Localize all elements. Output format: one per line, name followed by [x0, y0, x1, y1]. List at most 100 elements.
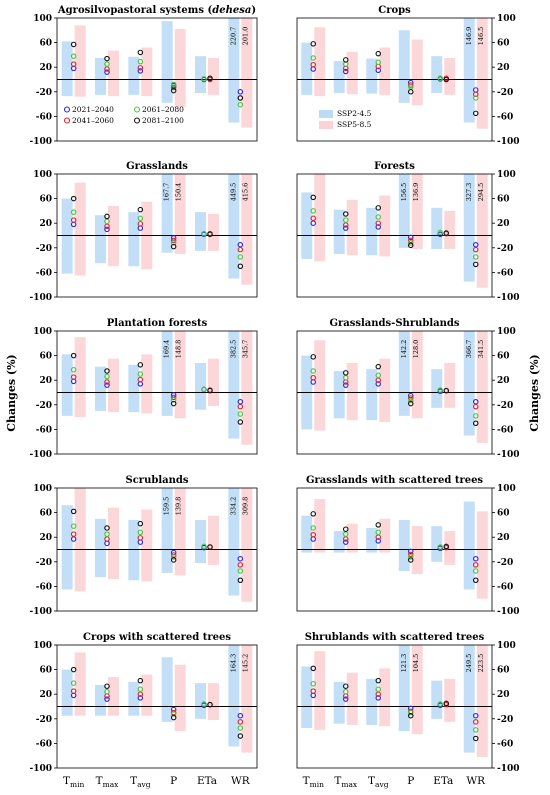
- panel-2-ytick-label: 60: [497, 39, 510, 49]
- panel-9-ytick-label: -60: [36, 739, 52, 749]
- panel-3-point-tmax-2081-2100: [104, 213, 110, 220]
- panel-9-ytick-label: 20: [39, 690, 52, 700]
- panel-10-xlabel-sub: min: [310, 780, 325, 789]
- panel-3-point-eta-2081-2100: [207, 231, 213, 238]
- panel-10-bar-tmin-ssp585: [314, 651, 326, 730]
- panel-1-bar-tmin-ssp585: [74, 25, 86, 97]
- panel-7-ytick-label: -100: [29, 607, 52, 617]
- panel-9-ytick-label: 60: [39, 666, 52, 676]
- panel-5-overflow-label-p-1: 169.4: [163, 340, 171, 359]
- panel-2-ytick-label: 20: [497, 63, 510, 73]
- panel-6-overflow-label-p-2: 128.0: [412, 340, 420, 359]
- panel-4-bar-p-ssp585: [411, 174, 423, 250]
- panel-4-point-eta-2061-2080: [437, 229, 443, 236]
- panel-10-point-tmin-2061-2080: [310, 680, 316, 687]
- panel-3-bar-tmax-ssp585: [108, 205, 119, 267]
- panel-5-ytick-label: -100: [29, 450, 52, 460]
- panel-1-bar-tavg-ssp585: [141, 47, 153, 97]
- panel-5-ytick-label: -60: [36, 425, 52, 435]
- panel-3-ytick-label: -100: [29, 293, 52, 303]
- panel-7-bar-tmin-ssp245: [61, 505, 73, 590]
- panel-3-ytick-label: 20: [39, 219, 52, 229]
- panel-5-title-text: Plantation forests: [107, 318, 208, 329]
- panel-9-point-wr-2081-2100: [237, 733, 244, 739]
- panel-8-bar-tavg-ssp585: [379, 518, 391, 553]
- period-legend-marker-0: [63, 106, 71, 113]
- panel-1-bar-eta-ssp585: [208, 57, 219, 95]
- panel-4-title: Forests: [374, 161, 415, 172]
- panel-2-point-eta-2081-2100: [443, 76, 449, 83]
- panel-1-point-p-2061-2080: [170, 81, 177, 88]
- panel-1-title-italic: dehesa: [212, 5, 251, 16]
- panel-5-ytick-label: 100: [33, 327, 52, 337]
- panel-6-point-eta-2061-2080: [437, 387, 443, 393]
- panel-5-overflow-label-wr-1: 382.5: [229, 340, 237, 359]
- panel-8-ytick-label: 60: [497, 509, 510, 519]
- panel-7: Scrublands 159.5 139.8 334.2 309.8 -100 -60 -20…: [29, 475, 258, 617]
- panel-8-point-eta-2081-2100: [443, 543, 449, 550]
- panel-9-xlabel-0: Tmin: [63, 775, 85, 789]
- panel-2-bar-tavg-ssp585: [379, 47, 391, 95]
- panel-10-overflow-label-p-2: 104.5: [412, 654, 420, 673]
- panel-5-bar-wr-ssp585: [241, 331, 253, 445]
- panel-7-point-p-2061-2080: [170, 554, 177, 560]
- panel-4-ytick-label: -60: [497, 268, 513, 278]
- panel-9-bar-tavg-ssp245: [128, 681, 140, 716]
- scenario-legend-label-0: SSP2-4.5: [337, 109, 372, 118]
- panel-10-bar-tmax-ssp585: [346, 672, 358, 725]
- panel-8-point-p-2021-2040: [407, 548, 414, 555]
- panel-4-point-tmax-2061-2080: [342, 217, 349, 223]
- panel-5-point-wr-2041-2060: [237, 403, 244, 410]
- panel-5-bar-tmax-ssp245: [95, 366, 106, 411]
- panel-9-point-eta-2061-2080: [201, 701, 207, 707]
- panel-1-point-tmin-2061-2080: [70, 53, 77, 59]
- panel-3-point-p-2041-2060: [170, 237, 177, 244]
- panel-7-point-wr-2081-2100: [237, 577, 244, 583]
- panel-6-point-tavg-2081-2100: [375, 363, 381, 370]
- panel-2-bar-tmax-ssp245: [333, 61, 345, 94]
- panel-8-point-wr-2081-2100: [472, 577, 479, 583]
- panel-3-point-tavg-2041-2060: [137, 221, 144, 227]
- panel-5-point-wr-2061-2080: [237, 411, 244, 417]
- panel-4-overflow-label-p-1: 156.5: [400, 183, 408, 202]
- panel-1-point-p-2081-2100: [170, 87, 177, 94]
- panel-10-ytick-label: -20: [497, 715, 513, 725]
- panel-6-overflow-label-p-1: 142.2: [400, 340, 408, 359]
- panel-4-point-wr-2041-2060: [472, 246, 479, 253]
- panel-1-ytick-label: -100: [29, 137, 52, 147]
- panel-5-bar-tmax-ssp585: [108, 358, 119, 413]
- panel-3-bar-tmin-ssp585: [74, 182, 86, 276]
- panel-5-point-eta-2061-2080: [201, 386, 207, 393]
- panel-3-point-tavg-2061-2080: [137, 215, 144, 222]
- panel-10-xlabel-1: Tmax: [334, 775, 358, 789]
- panel-9-point-tmin-2061-2080: [70, 680, 77, 686]
- panel-8-point-wr-2021-2040: [472, 555, 479, 562]
- panel-5-point-tmax-2081-2100: [104, 368, 110, 374]
- panel-1-point-eta-2081-2100: [207, 75, 213, 82]
- panel-2-point-p-2041-2060: [407, 82, 414, 88]
- panel-8-point-p-2061-2080: [407, 554, 414, 560]
- panel-6-point-tmin-2061-2080: [310, 368, 316, 374]
- panel-10-point-p-2061-2080: [407, 709, 414, 716]
- panel-10-bar-wr-ssp245: [463, 645, 475, 753]
- panel-6-bar-tmax-ssp585: [346, 362, 358, 421]
- panel-1-bar-wr-ssp585: [241, 18, 253, 128]
- panel-4-bar-eta-ssp585: [444, 210, 456, 250]
- panel-10-title: Shrublands with scattered trees: [305, 632, 485, 643]
- panel-10-overflow-label-wr-2: 223.5: [477, 654, 485, 673]
- panel-6-ytick-label: -100: [497, 450, 520, 460]
- panel-4-ytick-label: 20: [497, 219, 510, 229]
- panel-4: Forests 156.5 136.9 327.3 294.5 -100 -60 -20 20 6…: [296, 161, 520, 303]
- panel-10-overflow-label-wr-1: 249.5: [465, 654, 473, 673]
- panel-10-xlabel-sub: max: [341, 780, 358, 789]
- panel-10-xlabel-main: T: [334, 775, 341, 787]
- panel-2-point-tmin-2061-2080: [310, 55, 316, 61]
- panel-6-point-wr-2061-2080: [472, 413, 479, 419]
- panel-2-point-wr-2041-2060: [472, 91, 479, 98]
- panel-9-xlabel-3: P: [170, 775, 177, 787]
- panel-7-ytick-label: 100: [33, 484, 52, 494]
- panel-9-xlabel-main: ETa: [197, 775, 217, 787]
- panel-4-point-wr-2081-2100: [472, 261, 479, 268]
- panel-10-xlabel-0: Tmin: [303, 775, 325, 789]
- panel-3-bar-eta-ssp245: [195, 212, 206, 251]
